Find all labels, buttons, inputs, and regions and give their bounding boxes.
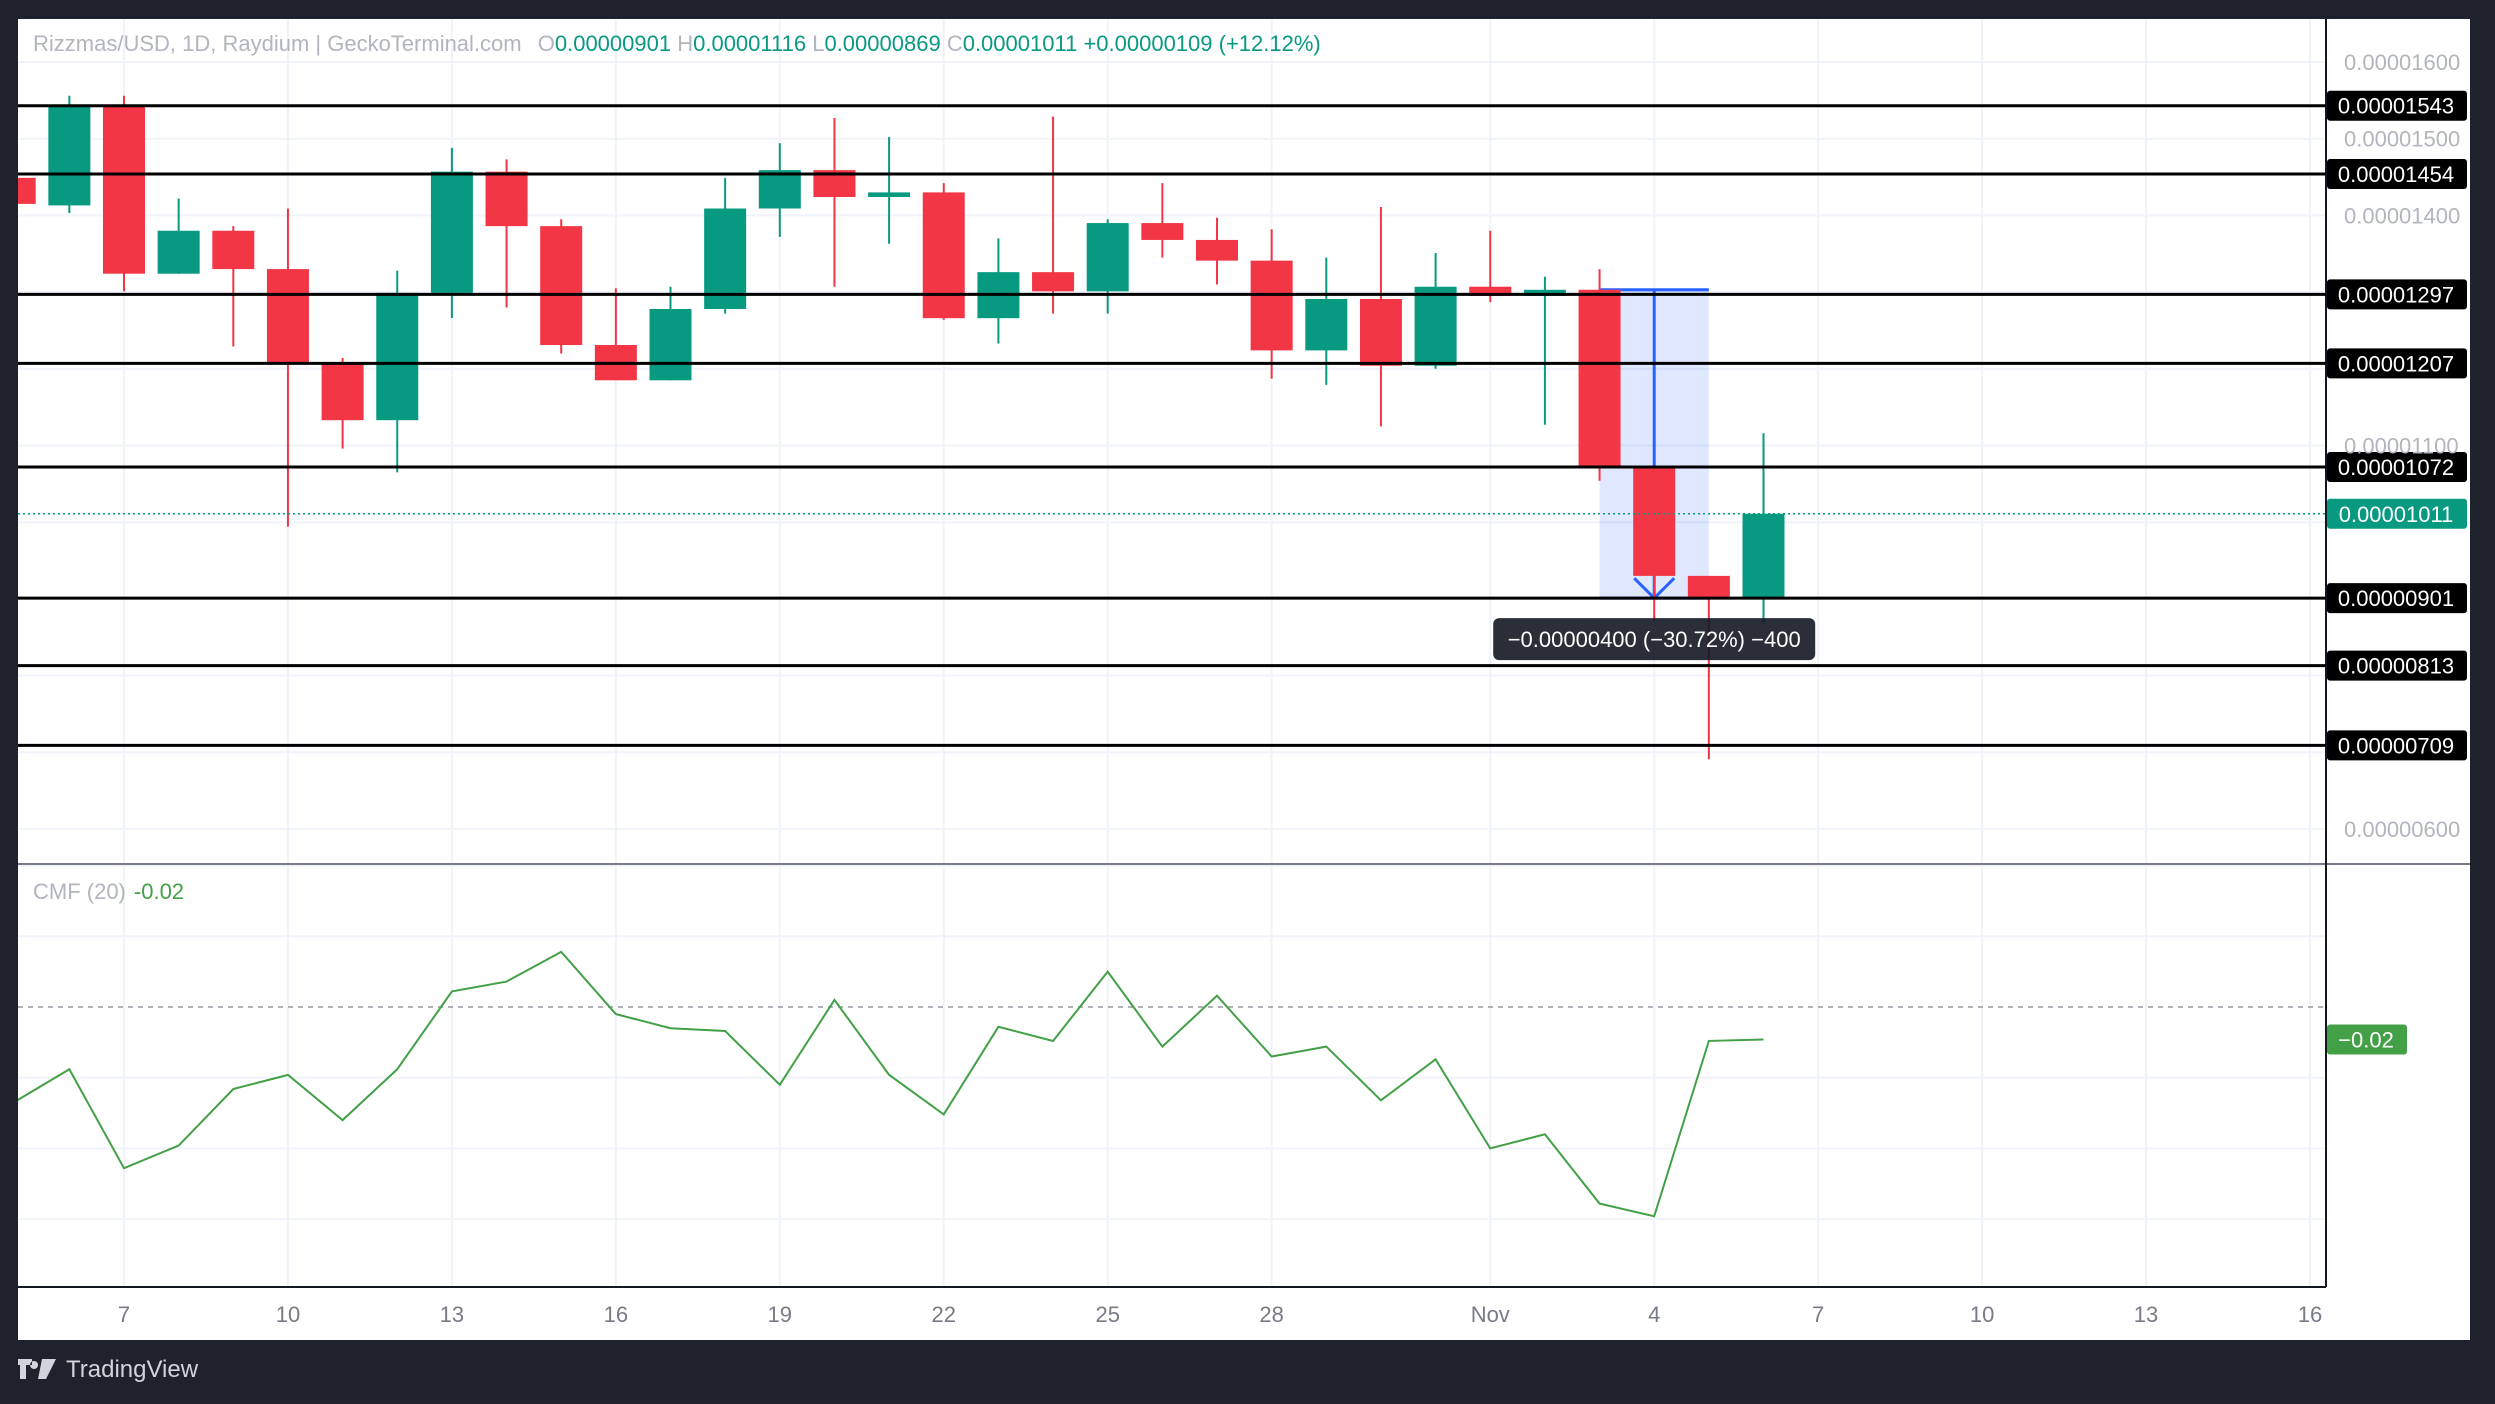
candle-body: [212, 230, 255, 270]
cmf-value-label: −0.02: [2338, 1028, 2394, 1053]
candle-body: [1469, 286, 1512, 296]
candle-body: [1523, 289, 1566, 296]
price-tick-label: 0.00000600: [2344, 817, 2460, 842]
cmf-tick-label: −0.05: [2344, 1066, 2400, 1091]
chart-frame: [18, 19, 2470, 1340]
time-label: 19: [768, 1302, 792, 1327]
cmf-value: -0.02: [133, 879, 185, 904]
level-label: 0.00000813: [2338, 654, 2454, 679]
time-label: Nov: [1471, 1302, 1510, 1327]
price-tick-label: 0.00001400: [2344, 203, 2460, 228]
time-label: 16: [2298, 1302, 2322, 1327]
candle-body: [868, 192, 911, 197]
time-label: 22: [932, 1302, 956, 1327]
candle-body: [376, 292, 419, 421]
level-label: 0.00001072: [2338, 455, 2454, 480]
candle-body: [540, 226, 583, 346]
level-label-box: [2327, 730, 2467, 761]
candle-body: [266, 269, 309, 365]
candle-body: [1359, 299, 1402, 366]
high-value: 0.00001116: [693, 31, 807, 56]
open-label: O: [537, 31, 555, 56]
candle-body: [1578, 289, 1621, 468]
candle-body: [1250, 260, 1293, 351]
candle-body: [18, 177, 36, 204]
cmf-line: [18, 950, 1764, 1218]
time-label: 16: [604, 1302, 628, 1327]
cmf-tick-label: 0.10: [2344, 854, 2387, 879]
level-label-box: [2327, 650, 2467, 681]
time-label: 13: [440, 1302, 464, 1327]
cmf-tick-label: −0.15: [2344, 1207, 2400, 1232]
time-label: 25: [1095, 1302, 1119, 1327]
close-value: 0.00001011: [962, 31, 1078, 56]
cmf-name[interactable]: CMF (20): [33, 879, 126, 904]
candle-body: [704, 208, 747, 309]
candle-body: [1141, 223, 1184, 240]
level-label: 0.00000709: [2338, 733, 2454, 758]
candle-body: [1742, 513, 1785, 599]
cmf-tick-label: −0.10: [2344, 1136, 2400, 1161]
current-price-label: 0.00001011: [2339, 502, 2454, 527]
candle-body: [48, 104, 91, 206]
level-label-box: [2327, 158, 2467, 189]
change-value: +0.00000109 (+12.12%): [1083, 31, 1321, 56]
candle-body: [1414, 286, 1457, 366]
measure-tooltip-box: [1493, 618, 1816, 661]
candle-body: [1196, 239, 1238, 261]
candle-body: [485, 171, 528, 227]
time-label: 13: [2134, 1302, 2158, 1327]
close-label: C: [946, 31, 963, 56]
tradingview-label: TradingView: [66, 1356, 199, 1383]
tradingview-icon: [18, 1359, 56, 1379]
low-value: 0.00000869: [824, 31, 941, 56]
time-label: 10: [276, 1302, 300, 1327]
time-label: 10: [1970, 1302, 1994, 1327]
candle-body: [758, 170, 801, 209]
time-label: 7: [1812, 1302, 1824, 1327]
candle-body: [1032, 272, 1075, 292]
price-tick-label: 0.00001500: [2344, 127, 2460, 152]
level-label: 0.00001207: [2338, 351, 2454, 376]
candle-body: [103, 104, 145, 274]
level-label: 0.00001543: [2338, 94, 2454, 119]
candle-body: [1086, 223, 1129, 292]
low-label: L: [812, 31, 825, 56]
level-label: 0.00000901: [2338, 586, 2454, 611]
candle-body: [1633, 467, 1676, 576]
price-tick-label: 0.00001100: [2344, 434, 2459, 459]
measure-tooltip-text: −0.00000400 (−30.72%) −400: [1508, 627, 1801, 652]
level-label-box: [2327, 348, 2467, 379]
cmf-series: [18, 950, 1764, 1218]
level-label-box: [2327, 451, 2467, 482]
cmf-legend: CMF (20) -0.02: [33, 879, 184, 905]
candle-body: [157, 230, 200, 274]
level-label-box: [2327, 583, 2467, 614]
time-label: 7: [118, 1302, 130, 1327]
cmf-tick-label: 0.00: [2344, 995, 2387, 1020]
candle-body: [321, 364, 364, 421]
time-label: 28: [1259, 1302, 1283, 1327]
price-tick-label: 0.00001600: [2344, 50, 2460, 75]
current-price-box: [2327, 498, 2467, 529]
time-label: 4: [1648, 1302, 1660, 1327]
candle-body: [1687, 575, 1730, 599]
candle-body: [649, 308, 692, 381]
candles: [18, 95, 1785, 760]
cmf-value-box: [2327, 1024, 2407, 1055]
level-label-box: [2327, 279, 2467, 310]
candle-body: [430, 171, 473, 293]
open-value: 0.00000901: [554, 31, 672, 56]
level-label-box: [2327, 90, 2467, 121]
candle-body: [922, 192, 965, 319]
high-label: H: [677, 31, 694, 56]
symbol-title[interactable]: Rizzmas/USD, 1D, Raydium | GeckoTerminal…: [33, 31, 522, 56]
level-label: 0.00001297: [2338, 282, 2454, 307]
level-label: 0.00001454: [2338, 162, 2454, 187]
tradingview-logo[interactable]: TradingView: [18, 1356, 198, 1384]
candle-body: [1305, 299, 1348, 351]
cmf-tick-label: 0.05: [2344, 924, 2387, 949]
symbol-legend: Rizzmas/USD, 1D, Raydium | GeckoTerminal…: [33, 31, 1321, 57]
